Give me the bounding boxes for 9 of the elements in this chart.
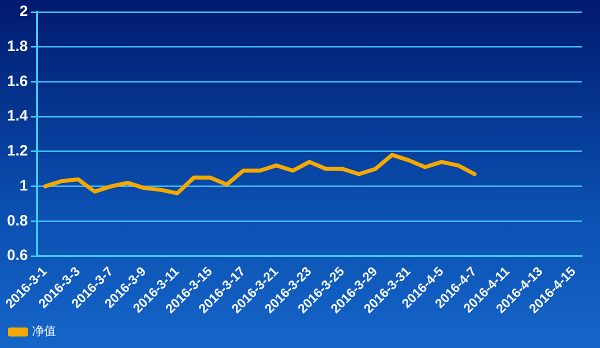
y-tick-label: 1.8 (6, 38, 28, 56)
y-tick-label: 1.4 (6, 108, 28, 125)
y-tick-label: 0.8 (6, 212, 28, 230)
y-tick-label: 1.2 (6, 142, 28, 160)
y-tick-label: 2 (20, 3, 28, 20)
legend-label: 净值 (32, 324, 56, 338)
y-tick-label: 0.6 (6, 247, 28, 264)
y-tick-label: 1 (20, 177, 28, 194)
y-tick-label: 1.6 (6, 72, 28, 90)
